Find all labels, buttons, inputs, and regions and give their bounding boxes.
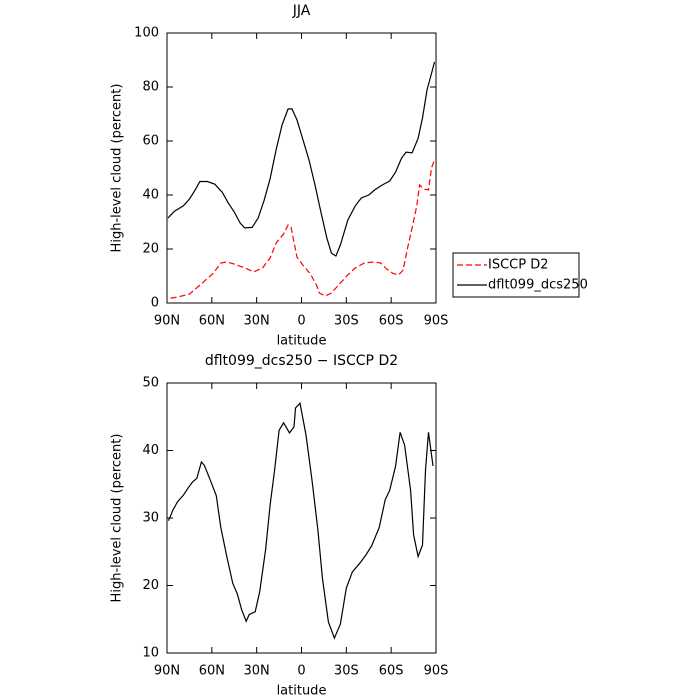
- x-tick-label: 0: [297, 664, 305, 679]
- chart-title: JJA: [292, 3, 311, 19]
- y-tick-label: 40: [142, 443, 159, 458]
- y-tick-label: 50: [142, 376, 159, 391]
- x-tick-label: 60N: [199, 314, 225, 329]
- legend-label: dflt099_dcs250: [488, 278, 588, 293]
- x-tick-label: 90N: [154, 664, 180, 679]
- chart-title: dflt099_dcs250 − ISCCP D2: [205, 353, 398, 369]
- data-line: [167, 402, 434, 640]
- y-tick-label: 40: [142, 188, 159, 203]
- plot-frame: [166, 382, 437, 654]
- y-tick-label: 20: [142, 578, 159, 593]
- x-axis-label: latitude: [277, 334, 327, 349]
- x-tick-label: 30N: [244, 314, 270, 329]
- x-tick-label: 60S: [379, 664, 404, 679]
- x-tick-label: 90S: [424, 314, 449, 329]
- x-tick-label: 30S: [334, 314, 359, 329]
- y-tick-label: 100: [134, 26, 159, 41]
- y-axis-label: High-level cloud (percent): [110, 84, 125, 253]
- x-axis-label: latitude: [277, 684, 327, 699]
- x-tick-label: 0: [297, 314, 305, 329]
- x-tick-label: 60N: [199, 664, 225, 679]
- y-axis-label: High-level cloud (percent): [110, 434, 125, 603]
- y-tick-label: 60: [142, 134, 159, 149]
- y-tick-label: 80: [142, 80, 159, 95]
- x-tick-label: 90N: [154, 314, 180, 329]
- legend-box: [452, 252, 580, 298]
- data-line: [167, 61, 436, 257]
- y-tick-label: 30: [142, 511, 159, 526]
- y-tick-label: 10: [142, 646, 159, 661]
- x-tick-label: 60S: [379, 314, 404, 329]
- legend-label: ISCCP D2: [488, 258, 549, 273]
- y-tick-label: 20: [142, 242, 159, 257]
- x-tick-label: 30N: [244, 664, 270, 679]
- y-tick-label: 0: [151, 296, 159, 311]
- data-line: [170, 159, 436, 299]
- x-tick-label: 90S: [424, 664, 449, 679]
- x-tick-label: 30S: [334, 664, 359, 679]
